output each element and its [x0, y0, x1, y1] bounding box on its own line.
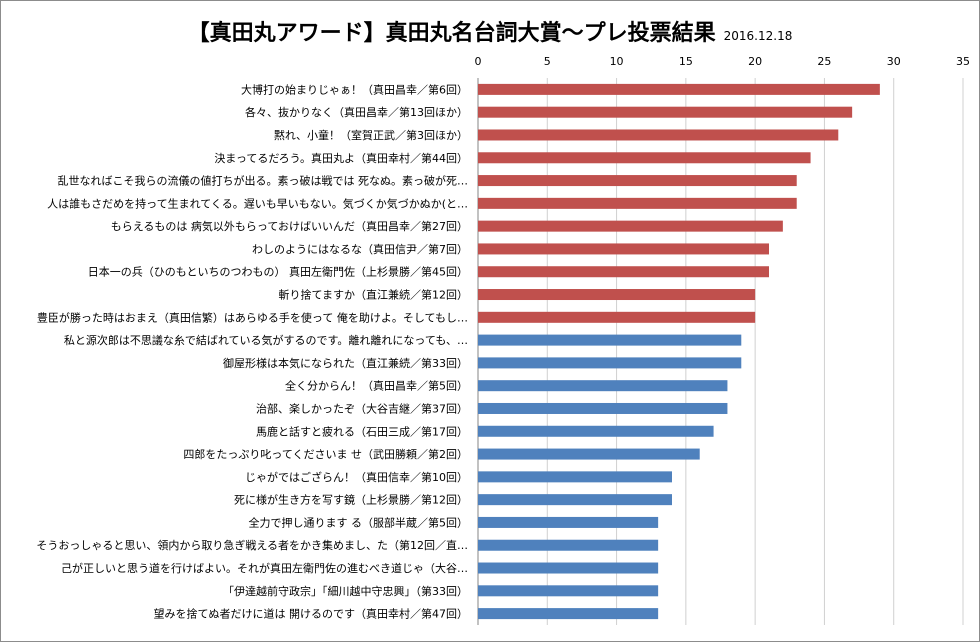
category-label: 各々、抜かりなく（真田昌幸／第13回ほか）	[245, 105, 468, 119]
bar	[478, 539, 659, 551]
category-label: 己が正しいと思う道を行けばよい。それが真田左衛門佐の進むべき道じゃ（大谷…	[61, 561, 468, 575]
bar	[478, 311, 756, 323]
bar	[478, 494, 672, 506]
x-tick-labels: 0 5 10 15 20 25 30 35	[475, 55, 971, 68]
x-tick-label: 25	[817, 55, 831, 68]
bar	[478, 608, 659, 620]
bar	[478, 380, 728, 392]
x-tick-label: 20	[748, 55, 762, 68]
category-label: 私と源次郎は不思議な糸で結ばれている気がするのです。離れ離れになっても、…	[64, 333, 468, 347]
chart-title: 【真田丸アワード】真田丸名台詞大賞～プレ投票結果	[187, 21, 716, 46]
bar	[478, 83, 880, 95]
bar	[478, 266, 769, 278]
bar	[478, 175, 797, 187]
x-tick-label: 5	[544, 55, 551, 68]
category-label: じゃがではござらん！（真田信幸／第10回）	[245, 470, 468, 484]
category-label: 日本一の兵（ひのもといちのつわもの） 真田左衛門佐（上杉景勝／第45回）	[88, 265, 468, 279]
category-label: 御屋形様は本気になられた（直江兼続／第33回）	[223, 356, 468, 370]
bar	[478, 243, 769, 255]
bar	[478, 220, 783, 232]
bar	[478, 562, 659, 574]
bar	[478, 197, 797, 209]
bar	[478, 106, 853, 118]
x-tick-label: 30	[887, 55, 901, 68]
chart-date: 2016.12.18	[723, 29, 793, 43]
bar	[478, 129, 839, 141]
category-label: 大博打の始まりじゃぁ！（真田昌幸／第6回）	[241, 82, 468, 96]
category-label: 望みを捨てぬ者だけに道は 開けるのです（真田幸村／第47回）	[154, 607, 469, 621]
category-label: 豊臣が勝った時はおまえ（真田信繁）はあらゆる手を使って 俺を助けよ。そしてもし…	[37, 310, 468, 324]
category-label: 決まってるだろう。真田丸よ（真田幸村／第44回）	[214, 151, 468, 165]
category-label: 人は誰もさだめを持って生まれてくる。遅いも早いもない。気づくか気づかぬか(と…	[47, 196, 468, 210]
category-label: 全力で押し通ります る（服部半蔵／第5回）	[249, 515, 469, 529]
bar	[478, 425, 714, 437]
x-tick-label: 35	[956, 55, 970, 68]
category-label: 斬り捨てますか（直江兼続／第12回）	[279, 288, 468, 302]
category-label: 馬鹿と話すと疲れる（石田三成／第17回）	[256, 424, 468, 438]
category-label: そうおっしゃると思い、領内から取り急ぎ戦える者をかき集めまし、た（第12回／直…	[36, 538, 468, 552]
category-label: 治部、楽しかったぞ（大谷吉継／第37回）	[256, 401, 468, 415]
bar	[478, 357, 742, 369]
category-label: 「伊達越前守政宗」「細川越中守忠興」（第33回）	[223, 584, 468, 598]
category-label: 死に様が生き方を写す鏡（上杉景勝／第12回）	[234, 493, 468, 507]
bar	[478, 471, 672, 483]
bar	[478, 516, 659, 528]
chart-title-row: 【真田丸アワード】真田丸名台詞大賞～プレ投票結果 2016.12.18	[1, 15, 979, 47]
bar	[478, 402, 728, 414]
bar	[478, 585, 659, 597]
category-label: 四郎をたっぷり叱ってくださいま せ（武田勝頼／第2回）	[183, 447, 468, 461]
category-label: もらえるものは 病気以外もらっておけばいいんだ（真田昌幸／第27回）	[111, 219, 468, 233]
category-label: 黙れ、小童！（室賀正武／第3回ほか）	[274, 128, 468, 142]
category-label: わしのようにはなるな（真田信尹／第7回）	[252, 242, 468, 256]
x-tick-label: 15	[679, 55, 693, 68]
category-labels: 大博打の始まりじゃぁ！（真田昌幸／第6回） 各々、抜かりなく（真田昌幸／第13回ほ…	[36, 82, 468, 620]
bar	[478, 448, 700, 460]
x-tick-label: 0	[475, 55, 482, 68]
bar	[478, 152, 811, 164]
bar	[478, 289, 756, 301]
bar	[478, 334, 742, 346]
x-tick-label: 10	[610, 55, 624, 68]
category-label: 全く分からん！（真田昌幸／第5回）	[285, 379, 468, 393]
category-label: 乱世なればこそ我らの流儀の値打ちが出る。素っ破は戦では 死なぬ。素っ破が死…	[58, 174, 469, 188]
bars	[478, 83, 880, 620]
gridlines	[477, 78, 964, 625]
